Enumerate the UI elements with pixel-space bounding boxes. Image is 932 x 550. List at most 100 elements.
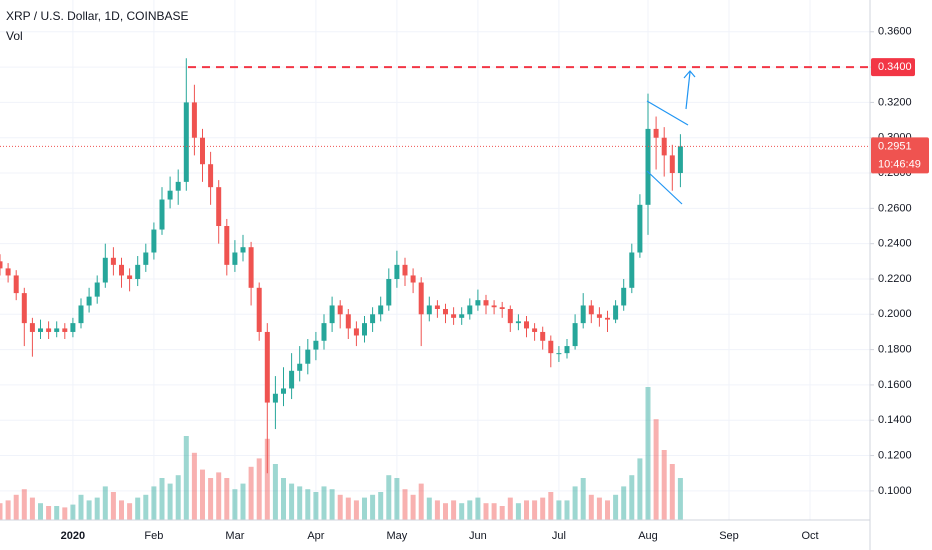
volume-bar [183,436,189,520]
volume-bar [248,466,254,520]
candle-body [0,261,3,269]
candle-body [378,305,384,315]
x-tick-label: Apr [307,530,324,542]
volume-bar [337,494,343,520]
y-tick-label: 0.1200 [878,449,912,461]
volume-bar [110,492,116,520]
volume-bar [151,486,157,520]
candle-body [21,293,27,324]
x-tick-label: Feb [144,530,163,542]
candle-body [637,204,643,253]
axis-layer: 0.1000 0.1200 0.1400 0.1600 0.1800 0.2000 0.22… [61,26,929,542]
x-tick-label: May [387,530,408,542]
volume-bar [5,500,11,520]
candle-body [677,146,683,174]
volume-bar [345,497,351,520]
candle-body [264,331,270,403]
x-tick-label: Mar [225,530,244,542]
candle-body [548,340,554,354]
candle-body [119,264,124,276]
candle-body [669,155,675,174]
volume-bar [596,497,602,520]
flag-lower-line [646,170,683,205]
y-tick-label: 0.2600 [878,202,912,214]
volume-bar [378,492,384,520]
volume-bar [313,492,319,520]
chart-title: XRP / U.S. Dollar, 1D, COINBASE [6,9,189,23]
volume-bar [370,494,376,520]
candle-body [62,328,68,332]
volume-bar [605,500,610,520]
volume-bar [224,478,230,520]
volume-bar [289,483,295,520]
candle-body [491,305,497,308]
candle-body [394,264,400,279]
candle-body [588,305,594,315]
candle-body [240,247,246,253]
candle-body [451,314,457,318]
candle-body [297,363,303,371]
candle-body [467,305,473,315]
candle-body [175,181,181,191]
volume-bar [515,503,521,520]
volume-bar [572,486,578,520]
volume-bar [216,472,222,520]
candle-body [418,282,424,315]
candle-body [46,328,52,332]
candle-body [110,257,116,265]
candle-body [345,314,351,329]
candle-body [208,164,214,188]
volume-bar [645,387,651,520]
volume-bar [232,489,238,520]
candle-body [313,340,319,350]
volume-bar [491,503,497,520]
candle-body [281,388,286,394]
candle-body [459,314,465,318]
volume-bar [29,497,35,520]
candle-body [532,328,538,332]
candle-body [102,257,108,283]
candle-body [645,128,651,205]
volume-bar [394,478,400,520]
candle-body [434,305,440,309]
volume-bar [451,500,457,520]
volume-bar [38,503,43,520]
candle-body [661,137,667,156]
candle-body [507,308,513,324]
candle-body [13,275,19,294]
y-tick-label: 0.3600 [878,26,912,38]
last-price-label: 0.2951 [878,140,912,152]
volume-bar [621,486,627,520]
volume-bar [524,500,529,520]
candle-body [70,323,76,332]
volume-bar [321,486,327,520]
candle-body [621,287,627,306]
volume-bar [434,500,440,520]
y-tick-label: 0.1400 [878,414,912,426]
candle-body [216,187,222,227]
candle-body [183,102,189,182]
candle-body [86,296,92,306]
candle-body [613,305,619,320]
volume-bar [426,497,432,520]
x-tick-label: Oct [801,530,818,542]
candle-body [556,353,562,355]
candle-body [483,300,489,306]
volume-bar [208,478,214,520]
candle-body [127,275,133,279]
volume-bar [46,506,52,520]
candle-body [337,305,343,315]
y-tick-label: 0.2000 [878,308,912,320]
resistance-label-box [871,58,915,77]
candle-body [524,321,529,329]
volume-bar [564,500,570,520]
volume-label: Vol [6,29,23,43]
volume-bar [499,506,505,520]
y-tick-label: 0.1600 [878,379,912,391]
candle-body [143,252,149,265]
volume-bar [272,464,278,520]
candle-body [596,314,602,318]
volume-bar [62,507,68,520]
volume-bar [653,419,659,520]
volume-bar [297,486,303,520]
